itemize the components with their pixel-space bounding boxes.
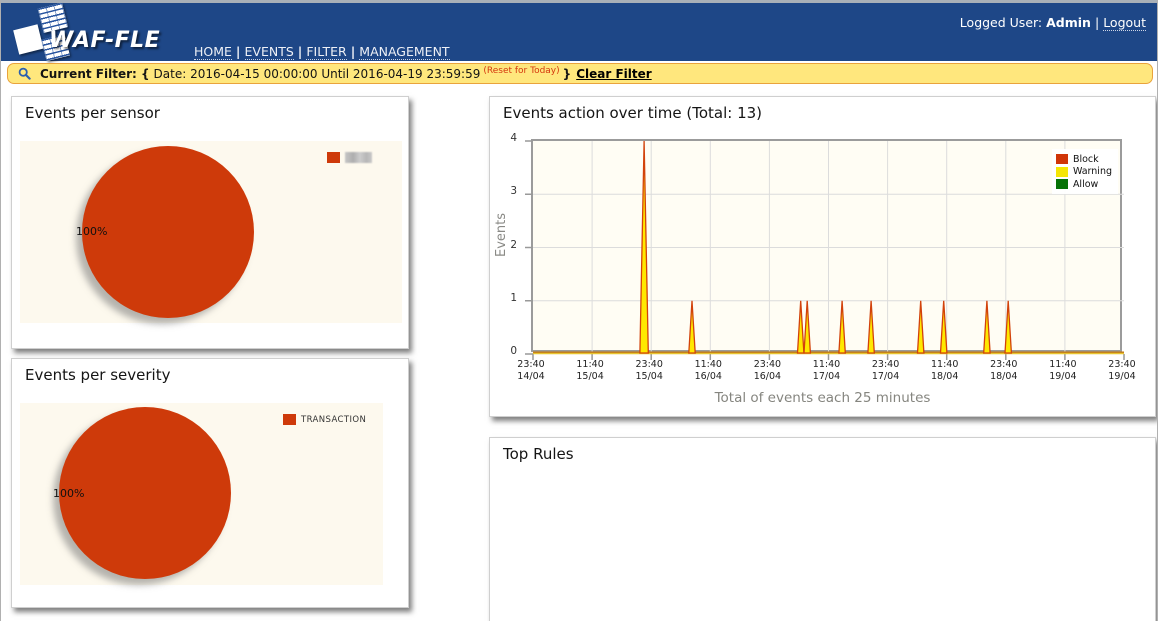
sensor-legend-label-censored bbox=[345, 152, 372, 163]
y-axis-ticks: 0 1 2 3 4 bbox=[490, 132, 527, 357]
legend-item-allow: Allow bbox=[1055, 178, 1112, 190]
x-tick-label: 23:40 15/04 bbox=[635, 359, 663, 383]
x-tick-label: 23:40 19/04 bbox=[1108, 359, 1136, 383]
main-nav: HOME | EVENTS | FILTER | MANAGEMENT bbox=[194, 44, 450, 60]
nav-separator: | bbox=[350, 44, 356, 59]
legend-color-swatch bbox=[283, 414, 296, 425]
severity-pie-chart-area: 100% TRANSACTION bbox=[20, 403, 383, 585]
logo-text: WAF-FLE bbox=[49, 28, 161, 53]
x-tick-label: 23:40 16/04 bbox=[753, 359, 782, 383]
panel-title: Top Rules bbox=[503, 445, 574, 463]
legend-color-swatch bbox=[1055, 154, 1068, 164]
chart-legend: Block Warning Allow bbox=[1051, 149, 1118, 194]
sensor-pie-percent-label: 100% bbox=[76, 225, 108, 238]
filter-date-range: Date: 2016-04-15 00:00:00 Until 2016-04-… bbox=[153, 66, 481, 81]
top-strip bbox=[1, 0, 1157, 3]
sensor-pie-legend bbox=[327, 152, 372, 163]
nav-management[interactable]: MANAGEMENT bbox=[359, 44, 450, 60]
x-tick-label: 11:40 16/04 bbox=[694, 359, 722, 383]
sensor-pie-chart-area: 100% bbox=[20, 141, 402, 323]
severity-pie-legend: TRANSACTION bbox=[283, 414, 366, 425]
y-tick-label: 3 bbox=[510, 185, 517, 198]
x-tick-label: 11:40 18/04 bbox=[930, 359, 959, 383]
events-per-sensor-panel: Events per sensor 100% bbox=[11, 96, 409, 349]
severity-legend-label: TRANSACTION bbox=[301, 414, 367, 425]
legend-color-swatch bbox=[1055, 179, 1068, 189]
x-axis-ticks: 23:40 14/04 11:40 15/04 23:40 15/04 11:40 16/04… bbox=[517, 359, 1135, 389]
filter-prefix: Current Filter: { bbox=[40, 66, 150, 81]
y-tick-label: 4 bbox=[510, 132, 517, 144]
legend-item-block: Block bbox=[1055, 153, 1112, 165]
legend-color-swatch bbox=[1055, 166, 1068, 177]
y-tick-label: 1 bbox=[510, 291, 517, 304]
chart-caption: Total of events each 25 minutes bbox=[714, 390, 931, 406]
events-action-over-time-panel: Events action over time (Total: 13) Even… bbox=[489, 96, 1156, 417]
x-tick-label: 11:40 19/04 bbox=[1049, 359, 1077, 383]
x-tick-label: 11:40 17/04 bbox=[812, 359, 841, 383]
events-action-plot[interactable] bbox=[525, 139, 1125, 360]
legend-series-name: Allow bbox=[1072, 178, 1099, 190]
waf-fle-logo[interactable]: WAF-FLE bbox=[13, 2, 163, 62]
nav-separator: | bbox=[235, 44, 241, 59]
panel-title: Events action over time (Total: 13) bbox=[503, 104, 763, 122]
x-tick-label: 23:40 18/04 bbox=[990, 359, 1018, 383]
sensor-pie-slice[interactable] bbox=[82, 146, 254, 318]
legend-series-name: Warning bbox=[1072, 166, 1112, 177]
user-separator: | bbox=[1094, 15, 1100, 30]
x-tick-label: 11:40 15/04 bbox=[576, 359, 604, 383]
panel-title: Events per sensor bbox=[25, 104, 160, 122]
nav-events[interactable]: EVENTS bbox=[244, 44, 294, 60]
events-action-plot-svg[interactable] bbox=[525, 140, 1125, 360]
events-per-severity-panel: Events per severity 100% TRANSACTION bbox=[11, 358, 409, 608]
panel-title: Events per severity bbox=[25, 366, 171, 384]
search-icon bbox=[18, 67, 31, 80]
nav-filter[interactable]: FILTER bbox=[306, 44, 347, 60]
current-filter-bar: Current Filter: { Date: 2016-04-15 00:00… bbox=[7, 63, 1153, 84]
legend-item-warning: Warning bbox=[1055, 166, 1112, 177]
header-bar: WAF-FLE HOME | EVENTS | FILTER | MANAGEMENT Lo… bbox=[1, 2, 1157, 62]
nav-home[interactable]: HOME bbox=[194, 44, 232, 60]
logged-user-name: Admin bbox=[1046, 15, 1091, 30]
logout-link[interactable]: Logout bbox=[1103, 15, 1146, 31]
top-rules-panel: Top Rules bbox=[489, 437, 1156, 621]
clear-filter-link[interactable]: Clear Filter bbox=[576, 66, 652, 81]
y-tick-label: 0 bbox=[510, 345, 517, 357]
logged-user-label: Logged User: bbox=[959, 15, 1043, 30]
severity-pie-percent-label: 100% bbox=[53, 487, 85, 500]
nav-separator: | bbox=[297, 44, 303, 59]
legend-series-name: Block bbox=[1072, 153, 1099, 165]
legend-color-swatch bbox=[327, 152, 340, 163]
x-tick-label: 23:40 14/04 bbox=[517, 359, 545, 383]
filter-reset-note[interactable]: (Reset for Today) bbox=[483, 65, 560, 76]
user-info: Logged User: Admin | Logout bbox=[959, 15, 1146, 31]
severity-pie-slice[interactable] bbox=[59, 407, 231, 579]
y-tick-label: 2 bbox=[510, 238, 517, 251]
x-tick-label: 23:40 17/04 bbox=[871, 359, 900, 383]
filter-suffix: } bbox=[562, 66, 572, 81]
